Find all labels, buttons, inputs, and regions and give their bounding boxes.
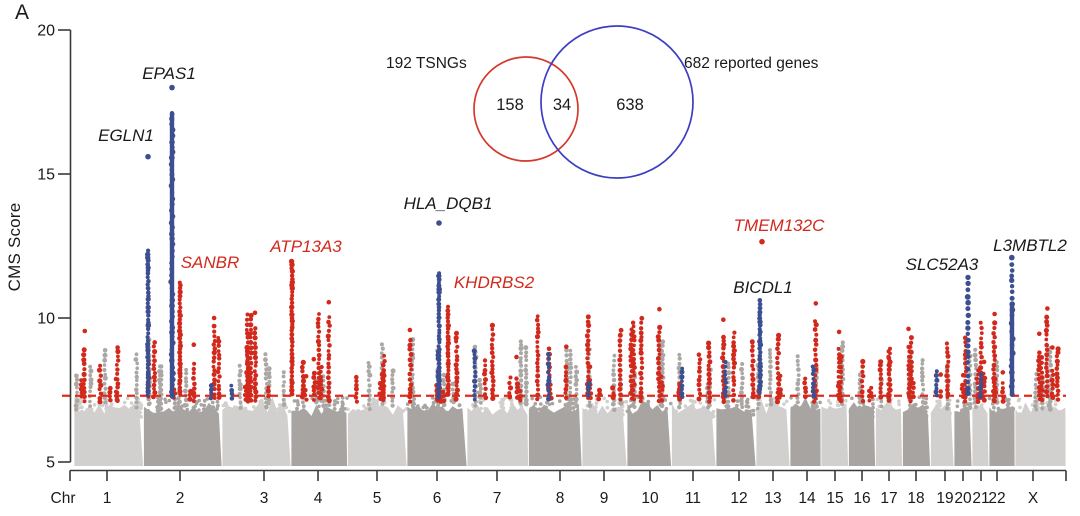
svg-text:13: 13 (764, 490, 781, 507)
svg-text:HLA_DQB1: HLA_DQB1 (404, 194, 493, 213)
svg-text:6: 6 (433, 490, 442, 507)
svg-text:BICDL1: BICDL1 (733, 278, 793, 297)
svg-text:X: X (1028, 490, 1039, 507)
y-axis-title: CMS Score (5, 202, 24, 292)
svg-text:11: 11 (685, 490, 701, 507)
svg-text:2: 2 (176, 490, 185, 507)
svg-text:8: 8 (556, 490, 565, 507)
svg-text:10: 10 (641, 490, 659, 507)
svg-text:22: 22 (988, 490, 1005, 507)
svg-text:ATP13A3: ATP13A3 (269, 237, 342, 256)
venn-right-circle (540, 25, 694, 179)
venn-left-only-count: 158 (496, 96, 524, 114)
svg-text:15: 15 (37, 167, 55, 184)
svg-text:10: 10 (37, 311, 55, 328)
svg-text:Chr: Chr (51, 490, 76, 507)
gene-labels: EGLN1 EPAS1 SANBR ATP13A3 HLA_DQB1 KHDRBS2 TME… (98, 64, 1067, 297)
svg-text:4: 4 (314, 490, 323, 507)
venn-right-set-label: 682 reported genes (684, 55, 819, 72)
svg-text:15: 15 (826, 490, 843, 507)
svg-text:16: 16 (853, 490, 870, 507)
svg-text:20: 20 (37, 23, 55, 40)
svg-text:SLC52A3: SLC52A3 (906, 255, 979, 274)
venn-overlap-count: 34 (552, 96, 572, 114)
svg-text:9: 9 (600, 490, 609, 507)
svg-text:18: 18 (907, 490, 924, 507)
venn-right-only-count: 638 (616, 96, 644, 114)
svg-text:TMEM132C: TMEM132C (734, 216, 825, 235)
svg-text:L3MBTL2: L3MBTL2 (993, 236, 1067, 255)
svg-text:20: 20 (954, 490, 972, 507)
svg-text:KHDRBS2: KHDRBS2 (454, 273, 535, 292)
venn-left-circle (473, 56, 579, 162)
svg-text:3: 3 (260, 490, 269, 507)
svg-text:EGLN1: EGLN1 (98, 126, 154, 145)
svg-text:14: 14 (798, 490, 816, 507)
labeled-gene-peaks (145, 84, 1016, 399)
y-axis: 20 15 10 5 (37, 23, 72, 472)
venn-left-set-label: 192 TSNGs (386, 55, 467, 72)
svg-text:21: 21 (972, 490, 989, 507)
svg-text:17: 17 (880, 490, 897, 507)
svg-text:SANBR: SANBR (181, 253, 240, 272)
svg-text:12: 12 (730, 490, 747, 507)
venn-diagram (473, 25, 694, 179)
svg-text:5: 5 (373, 490, 382, 507)
svg-text:1: 1 (103, 490, 112, 507)
panel-label: A (15, 1, 30, 24)
svg-text:19: 19 (936, 490, 953, 507)
chromosome-bands (74, 395, 1066, 466)
svg-text:5: 5 (46, 455, 55, 472)
svg-text:7: 7 (493, 490, 502, 507)
svg-text:EPAS1: EPAS1 (142, 64, 196, 83)
